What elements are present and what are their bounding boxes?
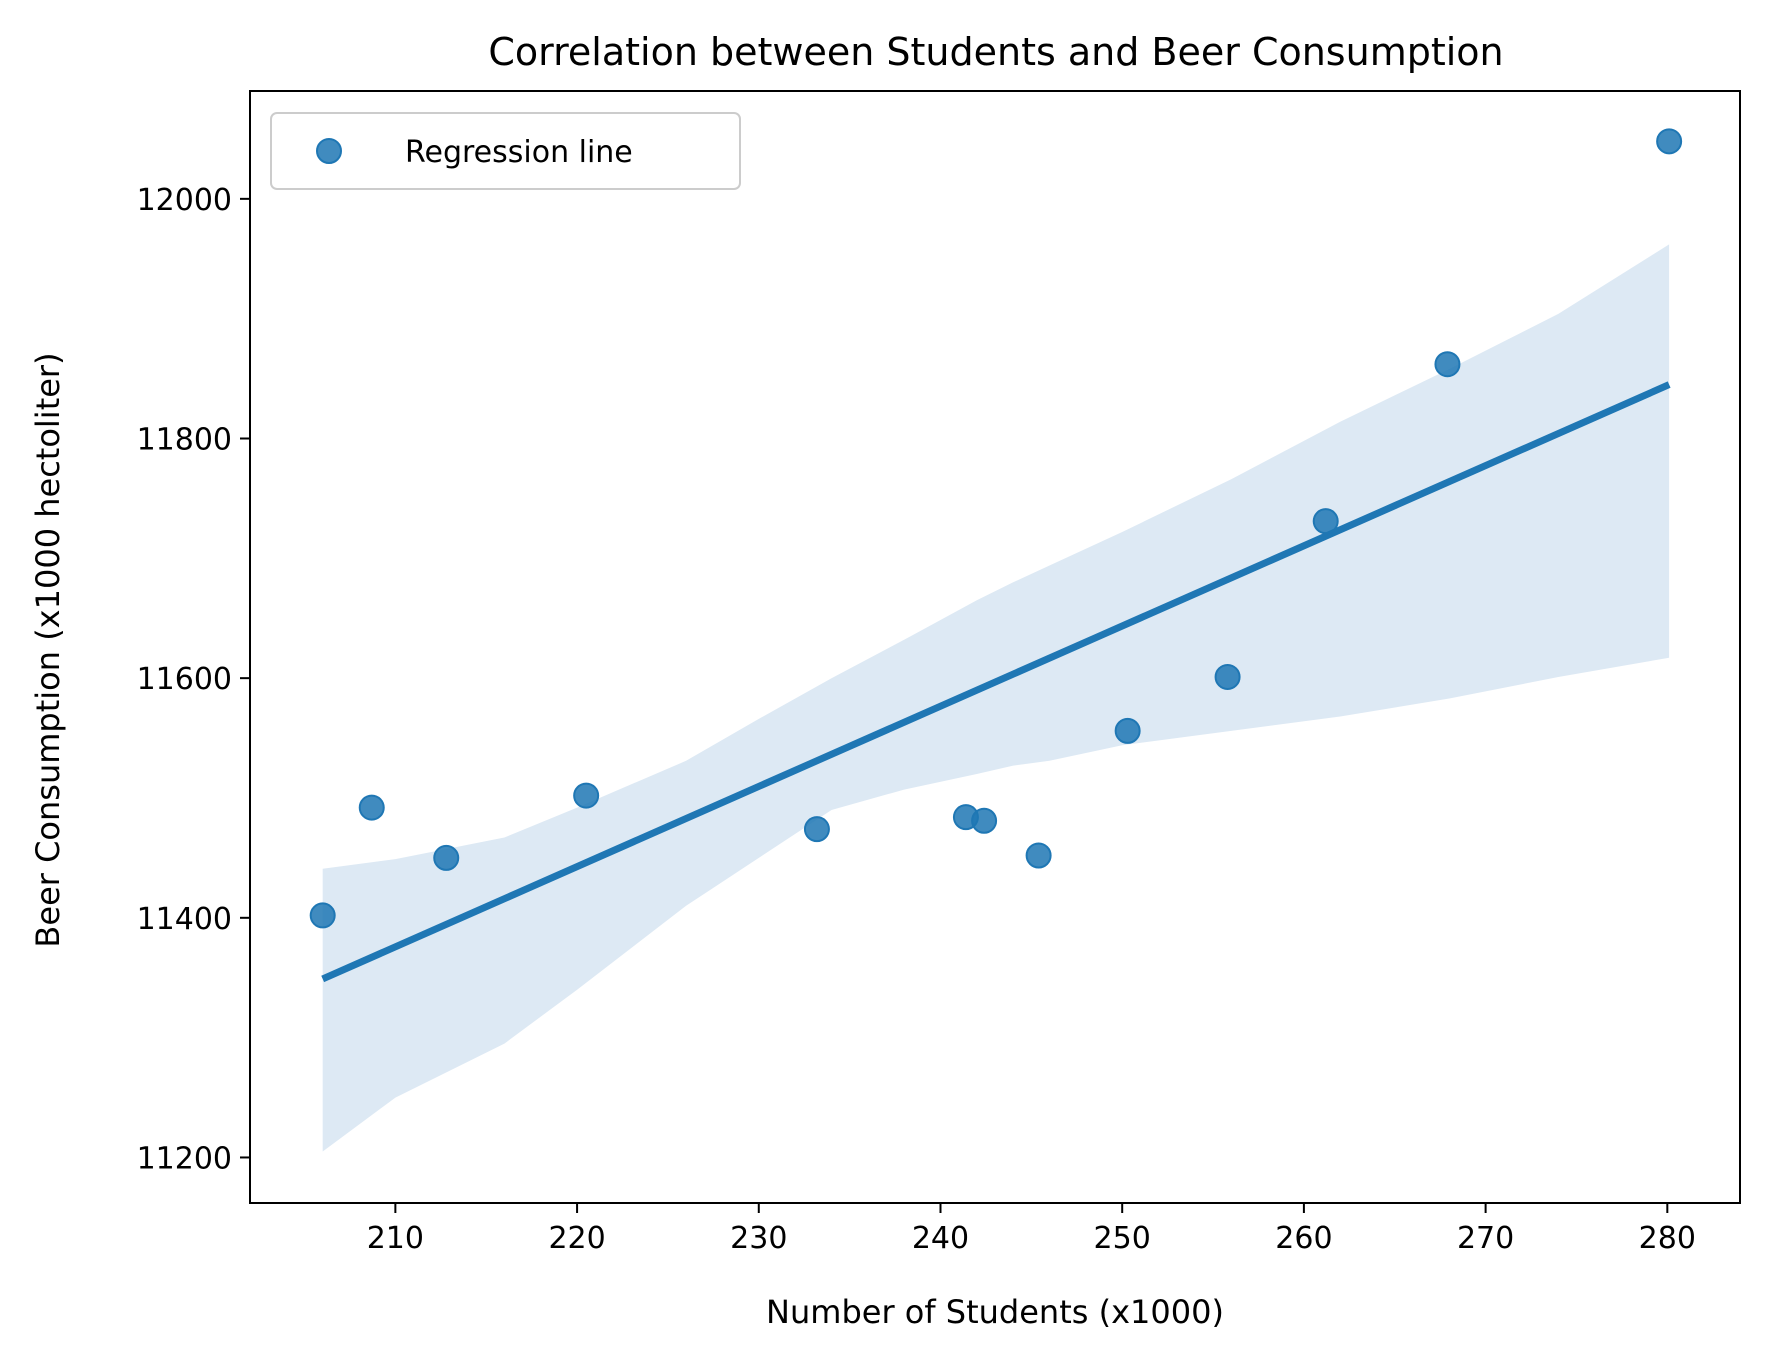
x-tick-label: 210	[367, 1221, 424, 1256]
y-axis-ticks: 11200 11400 11600 11800 12000	[137, 183, 250, 1176]
x-tick-label: 270	[1457, 1221, 1514, 1256]
legend-box	[270, 112, 741, 190]
x-tick-label: 220	[548, 1221, 605, 1256]
data-points	[309, 128, 1683, 929]
y-tick-label: 11800	[137, 423, 232, 458]
y-tick-label: 11200	[137, 1141, 232, 1176]
plot-area	[309, 128, 1683, 1152]
data-point	[1312, 508, 1339, 535]
regression-line	[321, 381, 1671, 983]
data-point	[1214, 663, 1241, 690]
legend: Regression line	[270, 112, 741, 190]
y-axis-label: Beer Consumption (x1000 hectoliter)	[29, 352, 67, 947]
x-tick-label: 260	[1275, 1221, 1332, 1256]
y-tick-label: 11400	[137, 902, 232, 937]
data-point	[1656, 128, 1683, 155]
data-point	[1434, 351, 1461, 378]
x-tick-label: 240	[912, 1221, 969, 1256]
plot-frame	[249, 90, 1741, 1204]
legend-marker	[316, 138, 342, 164]
x-axis-ticks: 210 220 230 240 250 260 270 280	[367, 1203, 1696, 1256]
data-point	[971, 807, 998, 834]
data-point	[309, 902, 336, 929]
x-tick-label: 230	[730, 1221, 787, 1256]
x-tick-label: 280	[1639, 1221, 1696, 1256]
data-point	[358, 794, 385, 821]
y-tick-label: 12000	[137, 183, 232, 218]
confidence-band	[322, 244, 1670, 1152]
y-tick-label: 11600	[137, 662, 232, 697]
data-point	[573, 782, 600, 809]
legend-label: Regression line	[405, 135, 633, 170]
data-point	[1025, 842, 1052, 869]
x-axis-label: Number of Students (x1000)	[766, 1293, 1224, 1331]
data-point	[433, 844, 460, 871]
x-tick-label: 250	[1094, 1221, 1151, 1256]
data-point	[803, 816, 830, 843]
data-point	[1114, 717, 1141, 744]
chart-title: Correlation between Students and Beer Co…	[488, 30, 1503, 74]
